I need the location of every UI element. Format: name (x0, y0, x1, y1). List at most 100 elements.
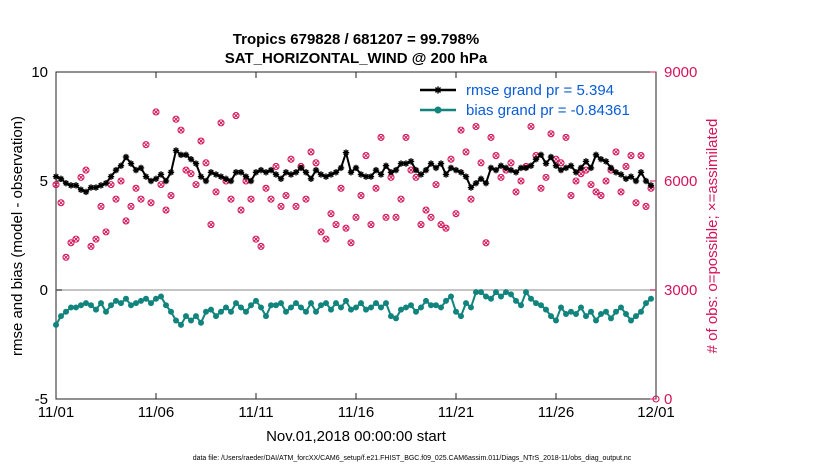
rmse-point (182, 151, 190, 159)
bias-point (548, 313, 554, 320)
rmse-point (407, 158, 415, 165)
x-tick-label: 11/01 (38, 404, 74, 421)
obs-count-point (392, 213, 400, 221)
obs-count-point (427, 213, 435, 221)
bias-point (73, 304, 79, 311)
rmse-point (152, 175, 160, 183)
bias-point (618, 304, 624, 311)
bias-point (108, 302, 114, 309)
bias-point (583, 313, 589, 320)
obs-count-point (637, 152, 645, 160)
bias-point (268, 302, 274, 309)
bias-point (273, 302, 279, 309)
obs-count-point (302, 195, 310, 203)
bias-point (118, 300, 124, 307)
obs-count-point (277, 202, 285, 210)
rmse-point (627, 173, 635, 180)
rmse-point (352, 164, 360, 172)
bias-point (328, 306, 334, 313)
rmse-point (434, 86, 442, 94)
rmse-point (337, 164, 345, 172)
rmse-point (62, 179, 70, 187)
bias-point (148, 300, 154, 307)
legend-box (418, 78, 654, 118)
obs-count-point (352, 213, 360, 221)
rmse-point (202, 177, 210, 185)
bias-point (243, 308, 249, 315)
x-tick-label: 12/01 (637, 404, 675, 421)
rmse-point (57, 175, 65, 183)
rmse-point (67, 182, 75, 189)
rmse-point (247, 177, 255, 185)
bias-point (468, 304, 474, 311)
bias-point (203, 308, 209, 315)
obs-count-point (342, 224, 350, 232)
rmse-point (492, 166, 500, 174)
rmse-point (437, 160, 445, 167)
bias-point (188, 317, 194, 324)
bias-point (448, 293, 454, 300)
legend-rmse-label: rmse grand pr = 5.394 (466, 82, 614, 99)
bias-point (208, 306, 214, 313)
rmse-point (477, 175, 485, 183)
y-tick-label: -5 (35, 391, 48, 408)
obs-count-point (187, 170, 195, 178)
x-axis-label: Nov.01,2018 00:00:00 start (266, 428, 447, 445)
rmse-point (332, 169, 340, 176)
rmse-point (167, 169, 175, 176)
obs-count-point (622, 162, 630, 171)
y-tick-label: 0 (40, 282, 48, 299)
x-tick-label: 11/16 (338, 404, 374, 421)
obs-count-point (97, 202, 105, 210)
obs-count-point (232, 112, 240, 120)
obs-count-point (432, 181, 440, 189)
rmse-point (242, 173, 250, 180)
bias-point (398, 306, 404, 313)
bias-point (258, 304, 264, 311)
obs-count-point (537, 184, 545, 192)
obs-count-point (182, 166, 190, 174)
rmse-point (512, 169, 520, 176)
rmse-point (297, 164, 305, 172)
obs-count-point (402, 133, 410, 141)
obs-count-point (247, 195, 255, 203)
legend-bias-label: bias grand pr = -0.84361 (466, 102, 630, 119)
rmse-point (452, 166, 460, 174)
rmse-point (377, 171, 385, 178)
bias-point (358, 300, 364, 307)
bias-point (508, 291, 514, 298)
rmse-point (602, 158, 610, 165)
rmse-point (322, 173, 330, 180)
bias-point (318, 302, 324, 309)
rmse-point (622, 175, 630, 183)
legend-rmse-marker (434, 86, 442, 94)
y2-tick-label: 0 (664, 391, 672, 408)
bias-point (93, 306, 99, 313)
bias-point (453, 308, 459, 315)
rmse-point (542, 160, 550, 167)
obs-count-point (617, 188, 625, 196)
bias-point (638, 308, 644, 315)
obs-count-point (202, 159, 210, 167)
rmse-point (392, 166, 400, 174)
rmse-point (327, 171, 335, 178)
rmse-point (252, 169, 260, 176)
obs-count-point (557, 159, 565, 167)
bias-point (138, 297, 144, 304)
bias-point (363, 306, 369, 313)
obs-count-point (542, 173, 550, 181)
obs-count-point (372, 184, 380, 192)
obs-count-point (287, 155, 295, 163)
obs-count-point (152, 108, 160, 116)
bias-point (543, 306, 549, 313)
rmse-point (467, 184, 475, 191)
bias-point (63, 308, 69, 315)
rmse-point (212, 171, 220, 178)
obs-count-point (492, 152, 500, 160)
rmse-point (552, 162, 560, 169)
bias-point (643, 300, 649, 307)
bias-point (598, 310, 604, 317)
obs-count-point (562, 133, 570, 141)
bias-point (343, 297, 349, 304)
rmse-point (157, 171, 165, 178)
